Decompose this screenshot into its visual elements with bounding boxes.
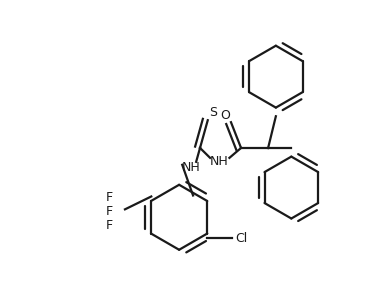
Text: F: F bbox=[106, 205, 113, 218]
Text: S: S bbox=[209, 106, 217, 119]
Text: F: F bbox=[106, 219, 113, 232]
Text: NH: NH bbox=[210, 155, 229, 168]
Text: NH: NH bbox=[182, 161, 200, 174]
Text: F: F bbox=[106, 191, 113, 204]
Text: Cl: Cl bbox=[235, 232, 247, 245]
Text: O: O bbox=[221, 109, 231, 122]
